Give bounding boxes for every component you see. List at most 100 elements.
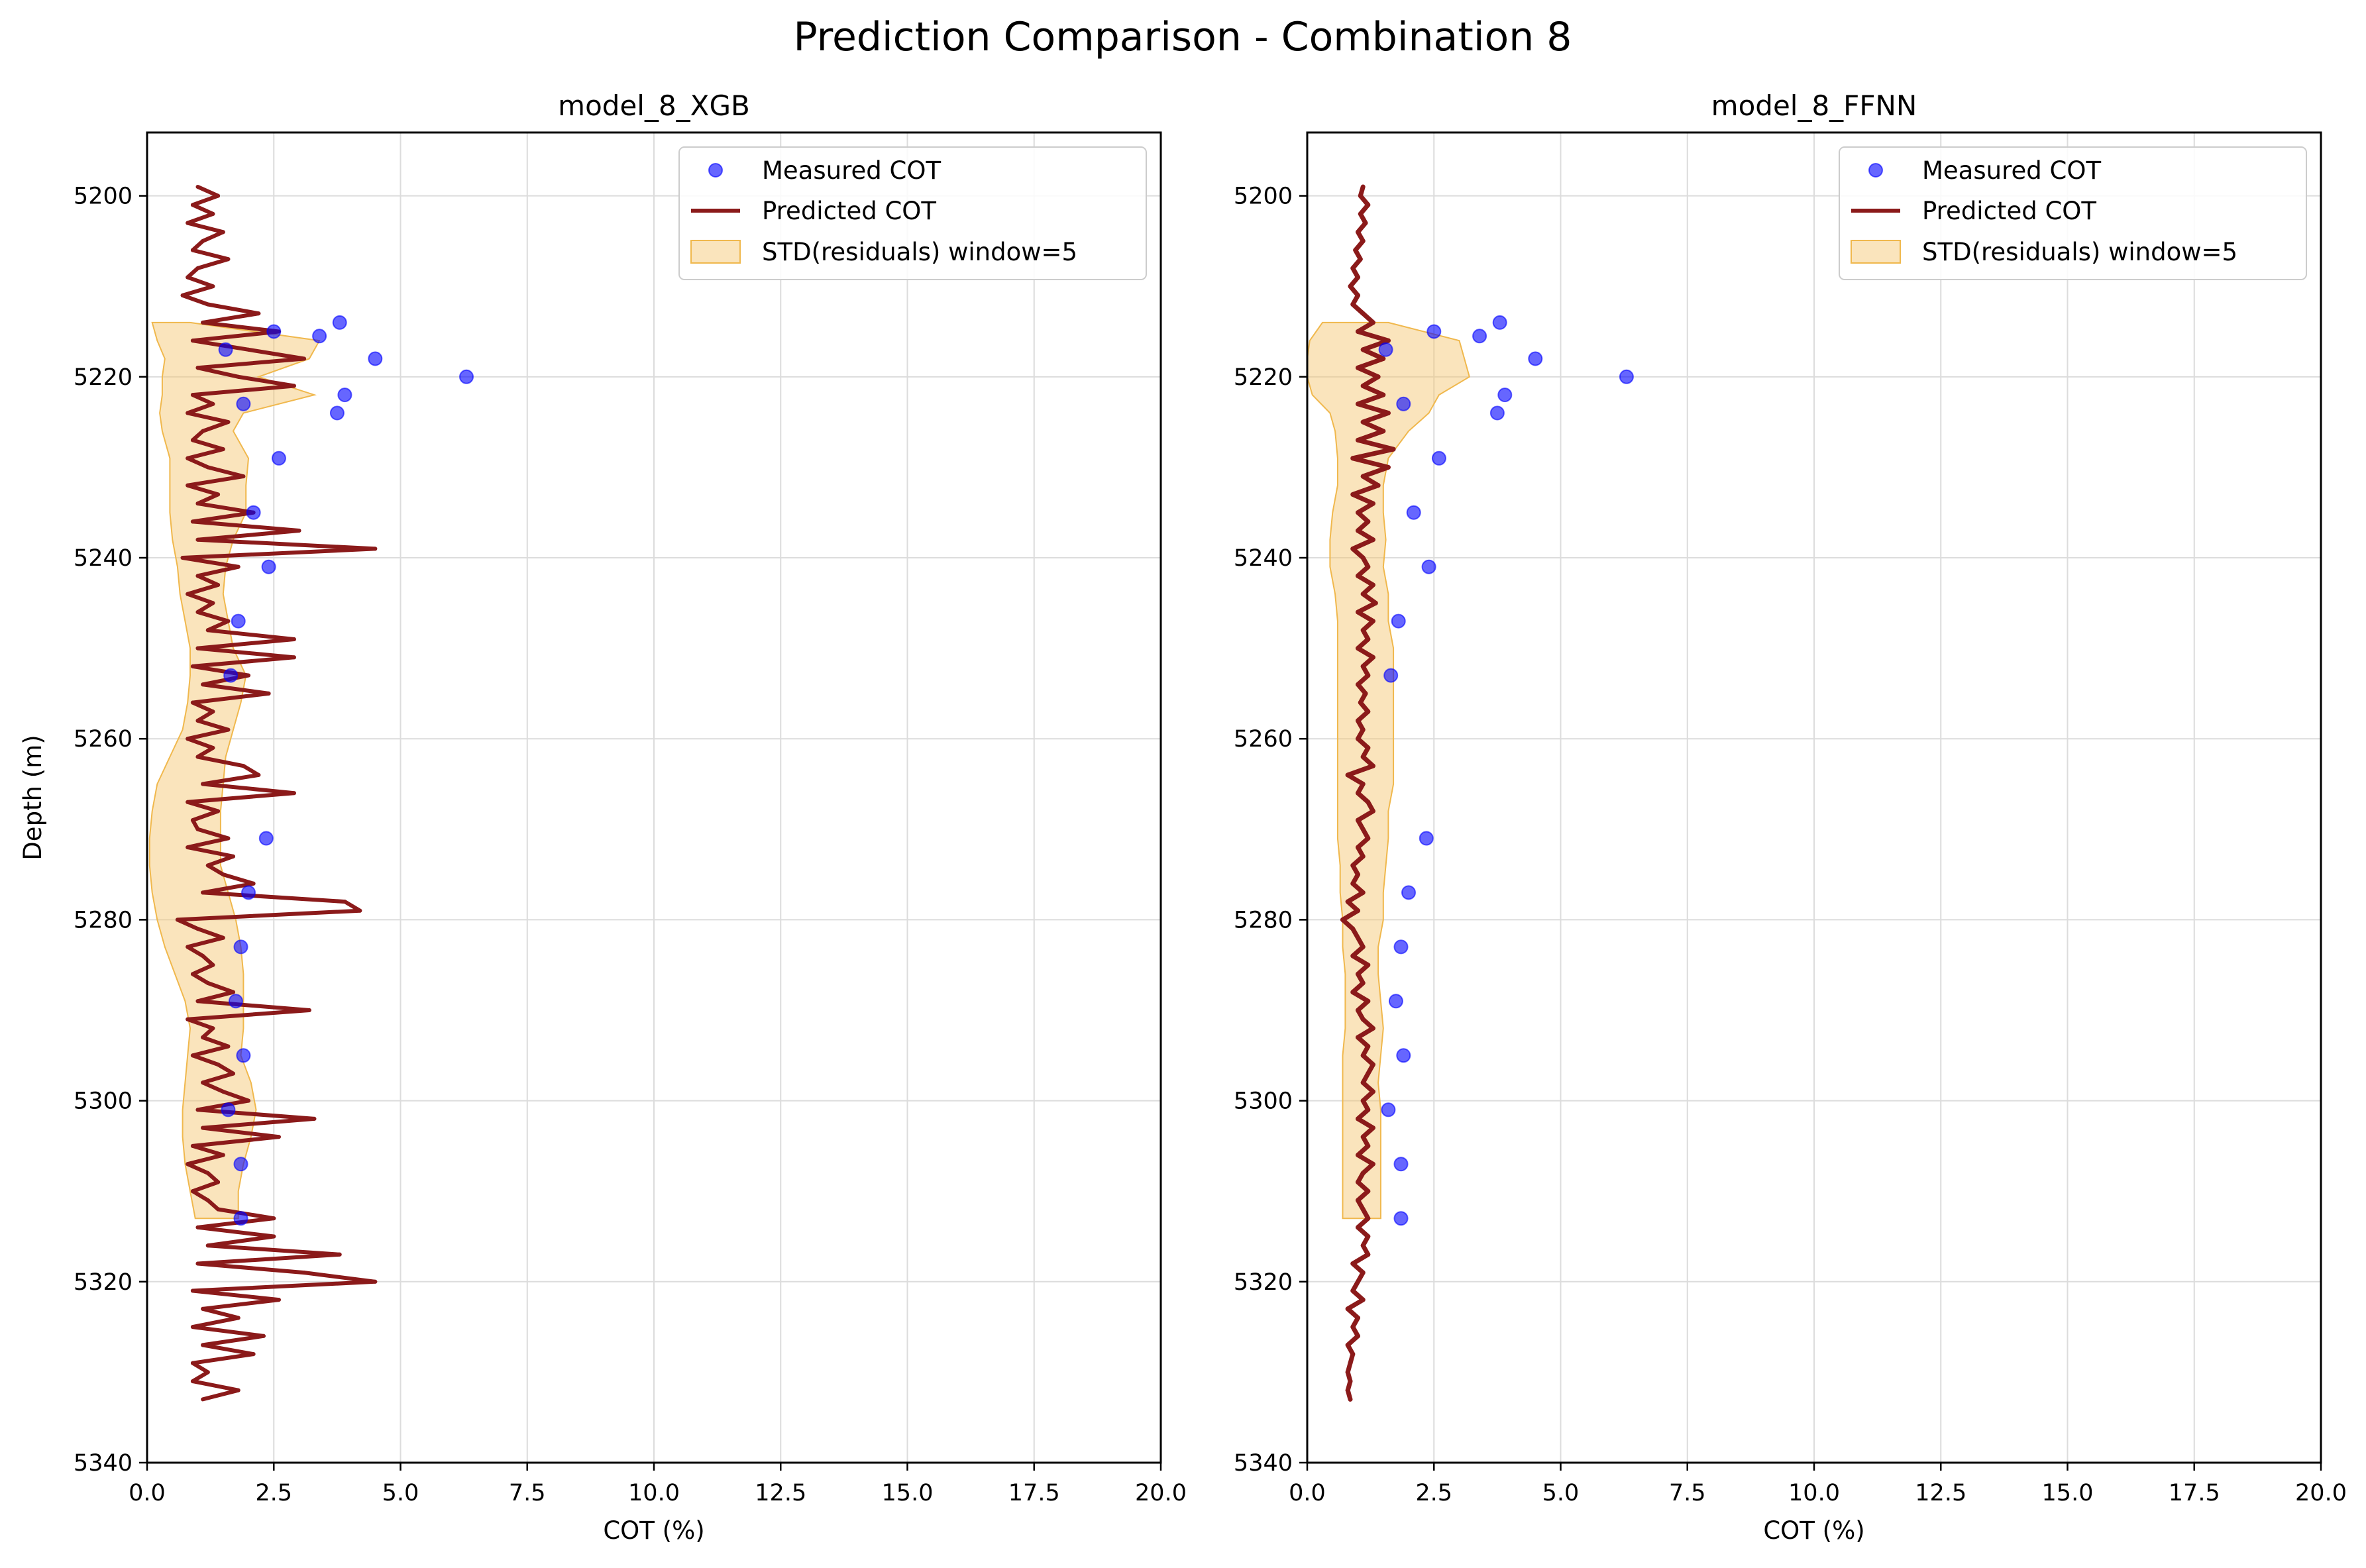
predicted-segment xyxy=(205,863,225,877)
legend-box xyxy=(678,146,1147,280)
predicted-segment xyxy=(1360,419,1386,434)
predicted-segment xyxy=(190,664,250,678)
x-tick-label: 15.0 xyxy=(2042,1480,2094,1506)
predicted-segment xyxy=(1356,809,1375,823)
predicted-segment xyxy=(1350,492,1375,506)
predicted-segment xyxy=(201,1116,317,1130)
predicted-segment xyxy=(190,1352,256,1365)
predicted-segment xyxy=(190,1316,241,1330)
predicted-segment xyxy=(195,537,378,551)
predicted-segment xyxy=(195,827,231,841)
x-tick-label: 5.0 xyxy=(382,1480,419,1506)
measured-point xyxy=(228,994,243,1009)
measured-point xyxy=(258,831,274,846)
predicted-segment xyxy=(195,637,296,651)
x-tick-label: 2.5 xyxy=(255,1480,292,1506)
predicted-segment xyxy=(1350,456,1391,470)
measured-point xyxy=(329,405,345,421)
measured-point xyxy=(1619,369,1634,384)
predicted-segment xyxy=(190,1044,231,1058)
legend-label: Measured COT xyxy=(1922,156,2101,185)
y-tick-label: 5220 xyxy=(74,364,133,391)
measured-point xyxy=(332,315,347,330)
legend-label: Predicted COT xyxy=(762,197,936,225)
predicted-segment xyxy=(186,727,231,741)
predicted-segment xyxy=(1360,411,1391,425)
predicted-segment xyxy=(186,456,210,470)
predicted-segment xyxy=(186,935,225,949)
x-tick-label: 0.0 xyxy=(1289,1480,1326,1506)
predicted-segment xyxy=(1356,437,1396,452)
y-tick-label: 5300 xyxy=(74,1088,133,1115)
predicted-segment xyxy=(195,709,215,723)
figure-title: Prediction Comparison - Combination 8 xyxy=(794,14,1572,60)
predicted-segment xyxy=(195,356,307,370)
measured-point xyxy=(1388,994,1403,1009)
predicted-segment xyxy=(1356,1025,1375,1040)
measured-point xyxy=(1472,329,1487,344)
measured-point xyxy=(223,668,239,683)
predicted-segment xyxy=(190,1135,281,1148)
predicted-segment xyxy=(1360,464,1391,479)
predicted-segment xyxy=(195,529,301,542)
predicted-segment xyxy=(190,700,215,714)
x-axis-label: COT (%) xyxy=(603,1516,704,1545)
predicted-segment xyxy=(201,1306,241,1320)
measured-point xyxy=(266,324,282,339)
predicted-segment xyxy=(201,1125,281,1139)
predicted-segment xyxy=(1356,528,1375,543)
predicted-segment xyxy=(175,917,200,931)
predicted-segment xyxy=(1356,365,1381,380)
measured-point xyxy=(1421,559,1436,574)
predicted-segment xyxy=(1350,446,1396,461)
predicted-segment xyxy=(195,1108,317,1121)
measured-point xyxy=(1406,505,1421,520)
predicted-segment xyxy=(205,1198,221,1212)
predicted-segment xyxy=(190,519,301,533)
predicted-segment xyxy=(1356,646,1375,660)
legend-box xyxy=(1839,146,2307,280)
predicted-segment xyxy=(195,1225,276,1239)
x-axis-label: COT (%) xyxy=(1763,1516,1864,1545)
x-tick-label: 0.0 xyxy=(129,1480,166,1506)
predicted-segment xyxy=(190,329,281,343)
y-tick-label: 5260 xyxy=(1234,726,1293,753)
measured-point xyxy=(218,342,233,357)
legend-label: Predicted COT xyxy=(1922,197,2096,225)
measured-point xyxy=(271,450,286,466)
predicted-segment xyxy=(190,1279,378,1293)
measured-point xyxy=(1378,342,1393,357)
predicted-segment xyxy=(190,972,210,985)
predicted-segment xyxy=(190,393,215,406)
measured-point xyxy=(1391,613,1406,629)
y-tick-label: 5320 xyxy=(1234,1269,1293,1296)
predicted-segment xyxy=(186,275,215,289)
predicted-segment xyxy=(186,266,200,280)
predicted-segment xyxy=(186,211,215,225)
predicted-segment xyxy=(205,1243,342,1257)
predicted-segment xyxy=(190,655,296,668)
measured-point xyxy=(312,329,327,344)
predicted-segment xyxy=(186,845,235,859)
x-tick-label: 2.5 xyxy=(1415,1480,1452,1506)
predicted-segment xyxy=(1360,347,1386,361)
y-axis-label: Depth (m) xyxy=(19,735,47,860)
predicted-segment xyxy=(201,1080,225,1094)
predicted-segment xyxy=(195,718,231,732)
measured-point xyxy=(241,885,256,900)
plot-area xyxy=(148,185,474,1402)
x-tick-label: 12.5 xyxy=(755,1480,806,1506)
predicted-segment xyxy=(201,311,261,325)
predicted-segment xyxy=(195,1252,342,1266)
measured-point xyxy=(1393,1211,1409,1226)
predicted-segment xyxy=(201,1035,231,1049)
y-tick-label: 5200 xyxy=(1234,183,1293,210)
predicted-segment xyxy=(190,1379,241,1392)
predicted-segment xyxy=(201,1343,256,1357)
measured-point xyxy=(233,939,248,955)
plot-area xyxy=(1307,184,1634,1402)
y-tick-label: 5240 xyxy=(1234,545,1293,572)
measured-point xyxy=(1396,1048,1411,1063)
predicted-segment xyxy=(1356,1153,1375,1167)
